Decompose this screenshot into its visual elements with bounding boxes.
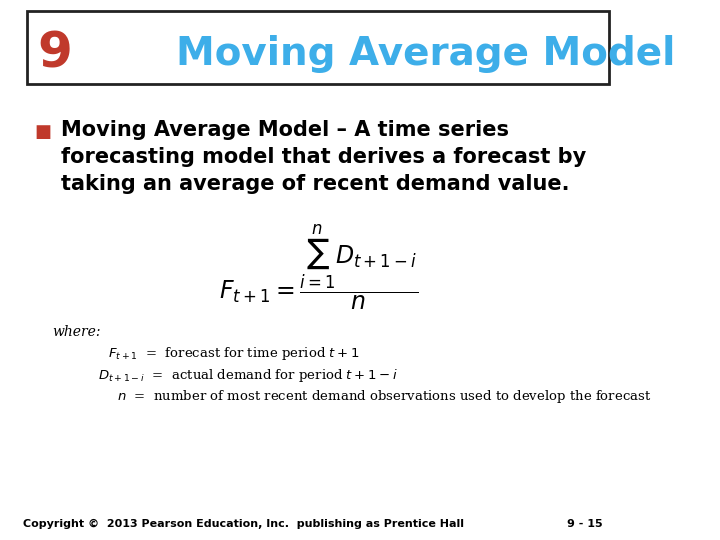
Text: 9 - 15: 9 - 15 <box>567 519 603 529</box>
Text: $D_{t+1-i}$  =  actual demand for period $t + 1 - i$: $D_{t+1-i}$ = actual demand for period $… <box>99 367 398 384</box>
Text: Moving Average Model – A time series: Moving Average Model – A time series <box>61 119 509 140</box>
Text: $F_{t+1}$  =  forecast for time period $t + 1$: $F_{t+1}$ = forecast for time period $t … <box>107 345 359 362</box>
Text: taking an average of recent demand value.: taking an average of recent demand value… <box>61 173 570 194</box>
Text: ■: ■ <box>34 123 51 141</box>
Text: Moving Average Model: Moving Average Model <box>176 35 675 73</box>
Text: 9: 9 <box>37 30 73 78</box>
Text: where:: where: <box>52 325 100 339</box>
FancyBboxPatch shape <box>27 11 609 84</box>
Text: Copyright ©  2013 Pearson Education, Inc.  publishing as Prentice Hall: Copyright © 2013 Pearson Education, Inc.… <box>23 519 464 529</box>
Text: forecasting model that derives a forecast by: forecasting model that derives a forecas… <box>61 146 586 167</box>
Text: $F_{t+1} = \dfrac{\sum_{i=1}^{n} D_{t+1-i}}{n}$: $F_{t+1} = \dfrac{\sum_{i=1}^{n} D_{t+1-… <box>219 222 418 312</box>
Text: $n$  =  number of most recent demand observations used to develop the forecast: $n$ = number of most recent demand obser… <box>117 388 652 406</box>
